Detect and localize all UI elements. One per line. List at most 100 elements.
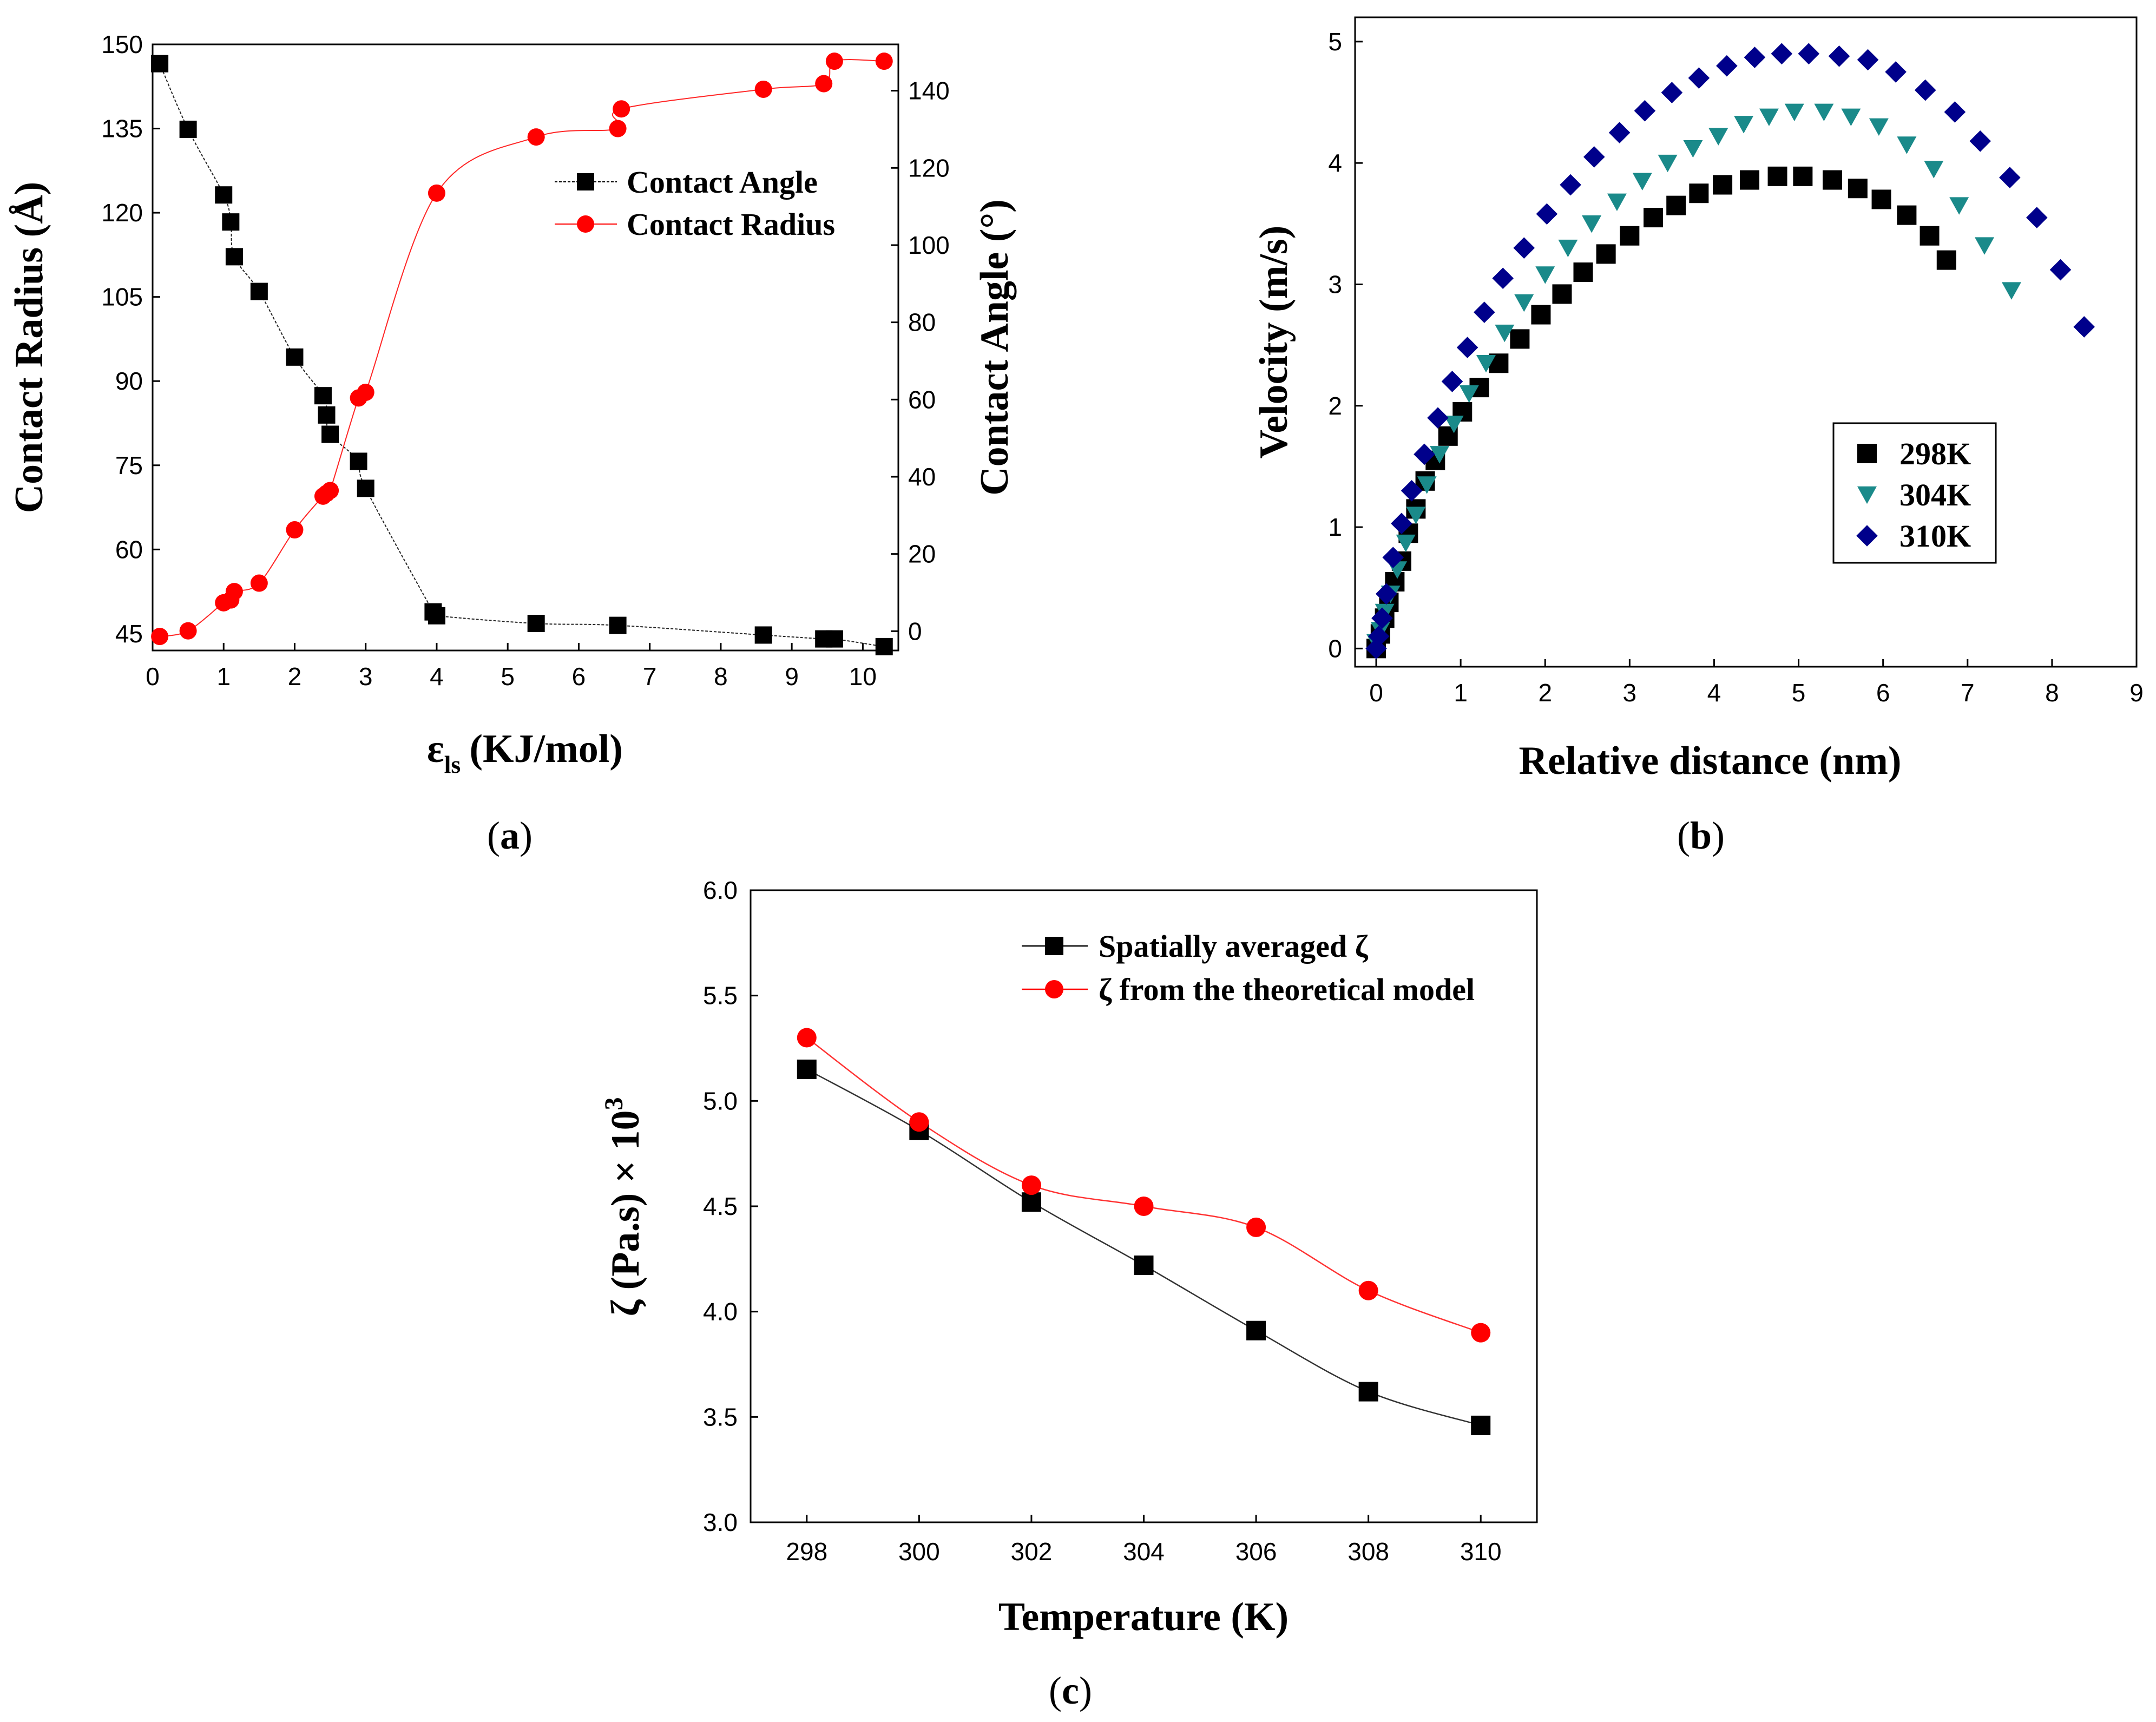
panel-b-point-304K bbox=[1495, 324, 1515, 343]
panel-c-legend: Spatially averaged ζ ζ from the theoretic… bbox=[1022, 929, 1475, 1007]
panel-b-point-304K bbox=[1658, 154, 1678, 173]
panel-b-point-298K bbox=[1848, 179, 1868, 199]
panel-b-point-298K bbox=[1552, 284, 1572, 304]
panel-a-right-y-ticks: 0 20 40 60 80 100 120 140 bbox=[891, 77, 950, 645]
panel-c-y-label-exponent: 3 bbox=[600, 1097, 628, 1110]
panel-a-x-tick-label: 5 bbox=[501, 662, 515, 691]
panel-b-point-298K bbox=[1936, 250, 1956, 270]
panel-b-x-tick-label: 4 bbox=[1707, 679, 1721, 707]
panel-b-x-tick-label: 8 bbox=[2045, 679, 2059, 707]
panel-b-y-tick-label: 5 bbox=[1328, 28, 1342, 56]
panel-c-point-theoretical-model bbox=[909, 1112, 929, 1132]
panel-a-legend: Contact Angle Contact Radius bbox=[555, 165, 835, 242]
panel-b-point-304K bbox=[1558, 239, 1578, 258]
panel-b-point-310K bbox=[1375, 583, 1397, 605]
panel-b-point-310K bbox=[1401, 479, 1423, 502]
panel-b-point-304K bbox=[1459, 385, 1479, 403]
panel-b-point-304K bbox=[2001, 282, 2021, 300]
panel-c-point-spatially-averaged bbox=[1246, 1320, 1266, 1340]
panel-b-legend-label: 310K bbox=[1899, 518, 1971, 554]
panel-b-point-304K bbox=[1841, 108, 1861, 127]
panel-b-legend-label: 298K bbox=[1899, 436, 1971, 471]
panel-b-point-298K bbox=[1689, 183, 1709, 203]
panel-a-point-contact-radius bbox=[875, 52, 893, 70]
panel-b-y-tick-label: 4 bbox=[1328, 149, 1342, 177]
panel-a-left-y-tick-label: 90 bbox=[115, 367, 143, 395]
panel-a-point-contact-radius bbox=[609, 120, 627, 137]
panel-b-y-tick-label: 2 bbox=[1328, 392, 1342, 420]
panel-a-legend-label: Contact Radius bbox=[627, 207, 835, 242]
panel-a-point-contact-angle bbox=[151, 55, 169, 73]
panel-b-y-tick-label: 0 bbox=[1328, 634, 1342, 662]
panel-a-x-label-subscript: ls bbox=[444, 751, 461, 778]
panel-a-x-tick-label: 7 bbox=[643, 662, 657, 691]
panel-a-right-y-tick-label: 60 bbox=[908, 385, 936, 413]
panel-a-x-tick-label: 2 bbox=[288, 662, 302, 691]
panel-b: 0 1 2 3 4 5 6 7 8 9 0 1 2 3 4 5 298K 304K 310K Velocity … bbox=[1252, 16, 2144, 857]
panel-b-point-304K bbox=[1444, 416, 1464, 433]
panel-b-point-310K bbox=[1414, 443, 1435, 465]
panel-c-y-tick-label: 5.5 bbox=[703, 982, 738, 1010]
panel-c-series-line-spatially-averaged bbox=[806, 1068, 1481, 1427]
panel-b-x-tick-label: 2 bbox=[1538, 679, 1552, 707]
panel-b-point-304K bbox=[1734, 116, 1754, 134]
panel-c-point-theoretical-model bbox=[1471, 1323, 1491, 1343]
panel-b-y-tick-label: 1 bbox=[1328, 513, 1342, 541]
panel-c-y-tick-label: 6.0 bbox=[703, 876, 738, 904]
panel-b-legend-marker bbox=[1856, 525, 1878, 547]
panel-a-y-left-label: Contact Radius (Å) bbox=[7, 182, 51, 514]
panel-a-legend-marker bbox=[577, 215, 594, 233]
panel-c: 298 300 302 304 306 308 310 3.0 3.5 4.0 4.5 5.0 5.5… bbox=[600, 876, 1538, 1712]
panel-b-point-304K bbox=[1417, 476, 1437, 494]
panel-a-point-contact-angle bbox=[318, 406, 336, 424]
panel-c-point-theoretical-model bbox=[1358, 1280, 1378, 1300]
panel-a-left-y-tick-label: 105 bbox=[101, 283, 143, 311]
panel-b-point-304K bbox=[1784, 103, 1804, 122]
panel-a-point-contact-radius bbox=[151, 628, 169, 646]
panel-b-y-ticks: 0 1 2 3 4 5 bbox=[1328, 28, 1363, 662]
panel-b-point-304K bbox=[1897, 136, 1917, 154]
panel-c-x-tick-label: 306 bbox=[1235, 1537, 1277, 1566]
panel-c-y-tick-label: 4.0 bbox=[703, 1298, 738, 1326]
panel-b-x-tick-label: 6 bbox=[1876, 679, 1890, 707]
panel-a-left-y-tick-label: 135 bbox=[101, 115, 143, 143]
panel-b-caption: (b) bbox=[1677, 814, 1725, 857]
panel-b-point-310K bbox=[1391, 512, 1412, 535]
panel-c-y-label-main: ζ (Pa.s) × 10 bbox=[603, 1110, 648, 1316]
panel-c-point-spatially-averaged bbox=[797, 1059, 817, 1079]
panel-a-right-y-tick-label: 120 bbox=[908, 154, 950, 182]
panel-b-point-310K bbox=[2026, 207, 2048, 228]
panel-c-point-spatially-averaged bbox=[1134, 1256, 1154, 1276]
panel-a-point-contact-radius bbox=[428, 184, 445, 202]
panel-b-point-298K bbox=[1793, 166, 1813, 186]
panel-b-point-310K bbox=[2049, 259, 2072, 281]
panel-a-right-y-tick-label: 40 bbox=[908, 463, 936, 491]
panel-a-point-contact-angle bbox=[215, 186, 233, 204]
panel-b-point-310K bbox=[1560, 174, 1581, 196]
panel-b-legend: 298K 304K 310K bbox=[1856, 436, 1971, 554]
panel-c-point-theoretical-model bbox=[1021, 1175, 1041, 1195]
panel-a-point-contact-radius bbox=[613, 100, 630, 118]
panel-c-point-spatially-averaged bbox=[1471, 1415, 1491, 1435]
panel-b-x-tick-label: 7 bbox=[1961, 679, 1975, 707]
panel-b-point-310K bbox=[1771, 43, 1793, 65]
panel-a-x-tick-label: 6 bbox=[572, 662, 586, 691]
panel-b-legend-marker bbox=[1857, 444, 1877, 463]
panel-b-point-304K bbox=[1632, 173, 1652, 190]
panel-a-point-contact-radius bbox=[527, 128, 545, 146]
panel-b-y-label: Velocity (m/s) bbox=[1252, 226, 1296, 459]
panel-b-point-304K bbox=[1430, 446, 1450, 464]
panel-c-x-label: Temperature (K) bbox=[998, 1595, 1289, 1639]
panel-c-legend-marker bbox=[1045, 980, 1063, 998]
panel-c-legend-marker bbox=[1045, 937, 1063, 955]
panel-a-left-y-tick-label: 120 bbox=[101, 199, 143, 227]
panel-a-point-contact-radius bbox=[825, 52, 843, 70]
panel-b-point-298K bbox=[1713, 175, 1733, 195]
panel-b-legend-marker bbox=[1857, 486, 1877, 504]
panel-c-point-theoretical-model bbox=[1134, 1197, 1154, 1216]
panel-b-plot-frame bbox=[1354, 16, 2138, 668]
panel-b-point-310K bbox=[1634, 100, 1656, 122]
panel-b-point-298K bbox=[1531, 305, 1551, 325]
panel-b-point-298K bbox=[1920, 226, 1940, 246]
panel-b-point-310K bbox=[1914, 79, 1936, 101]
